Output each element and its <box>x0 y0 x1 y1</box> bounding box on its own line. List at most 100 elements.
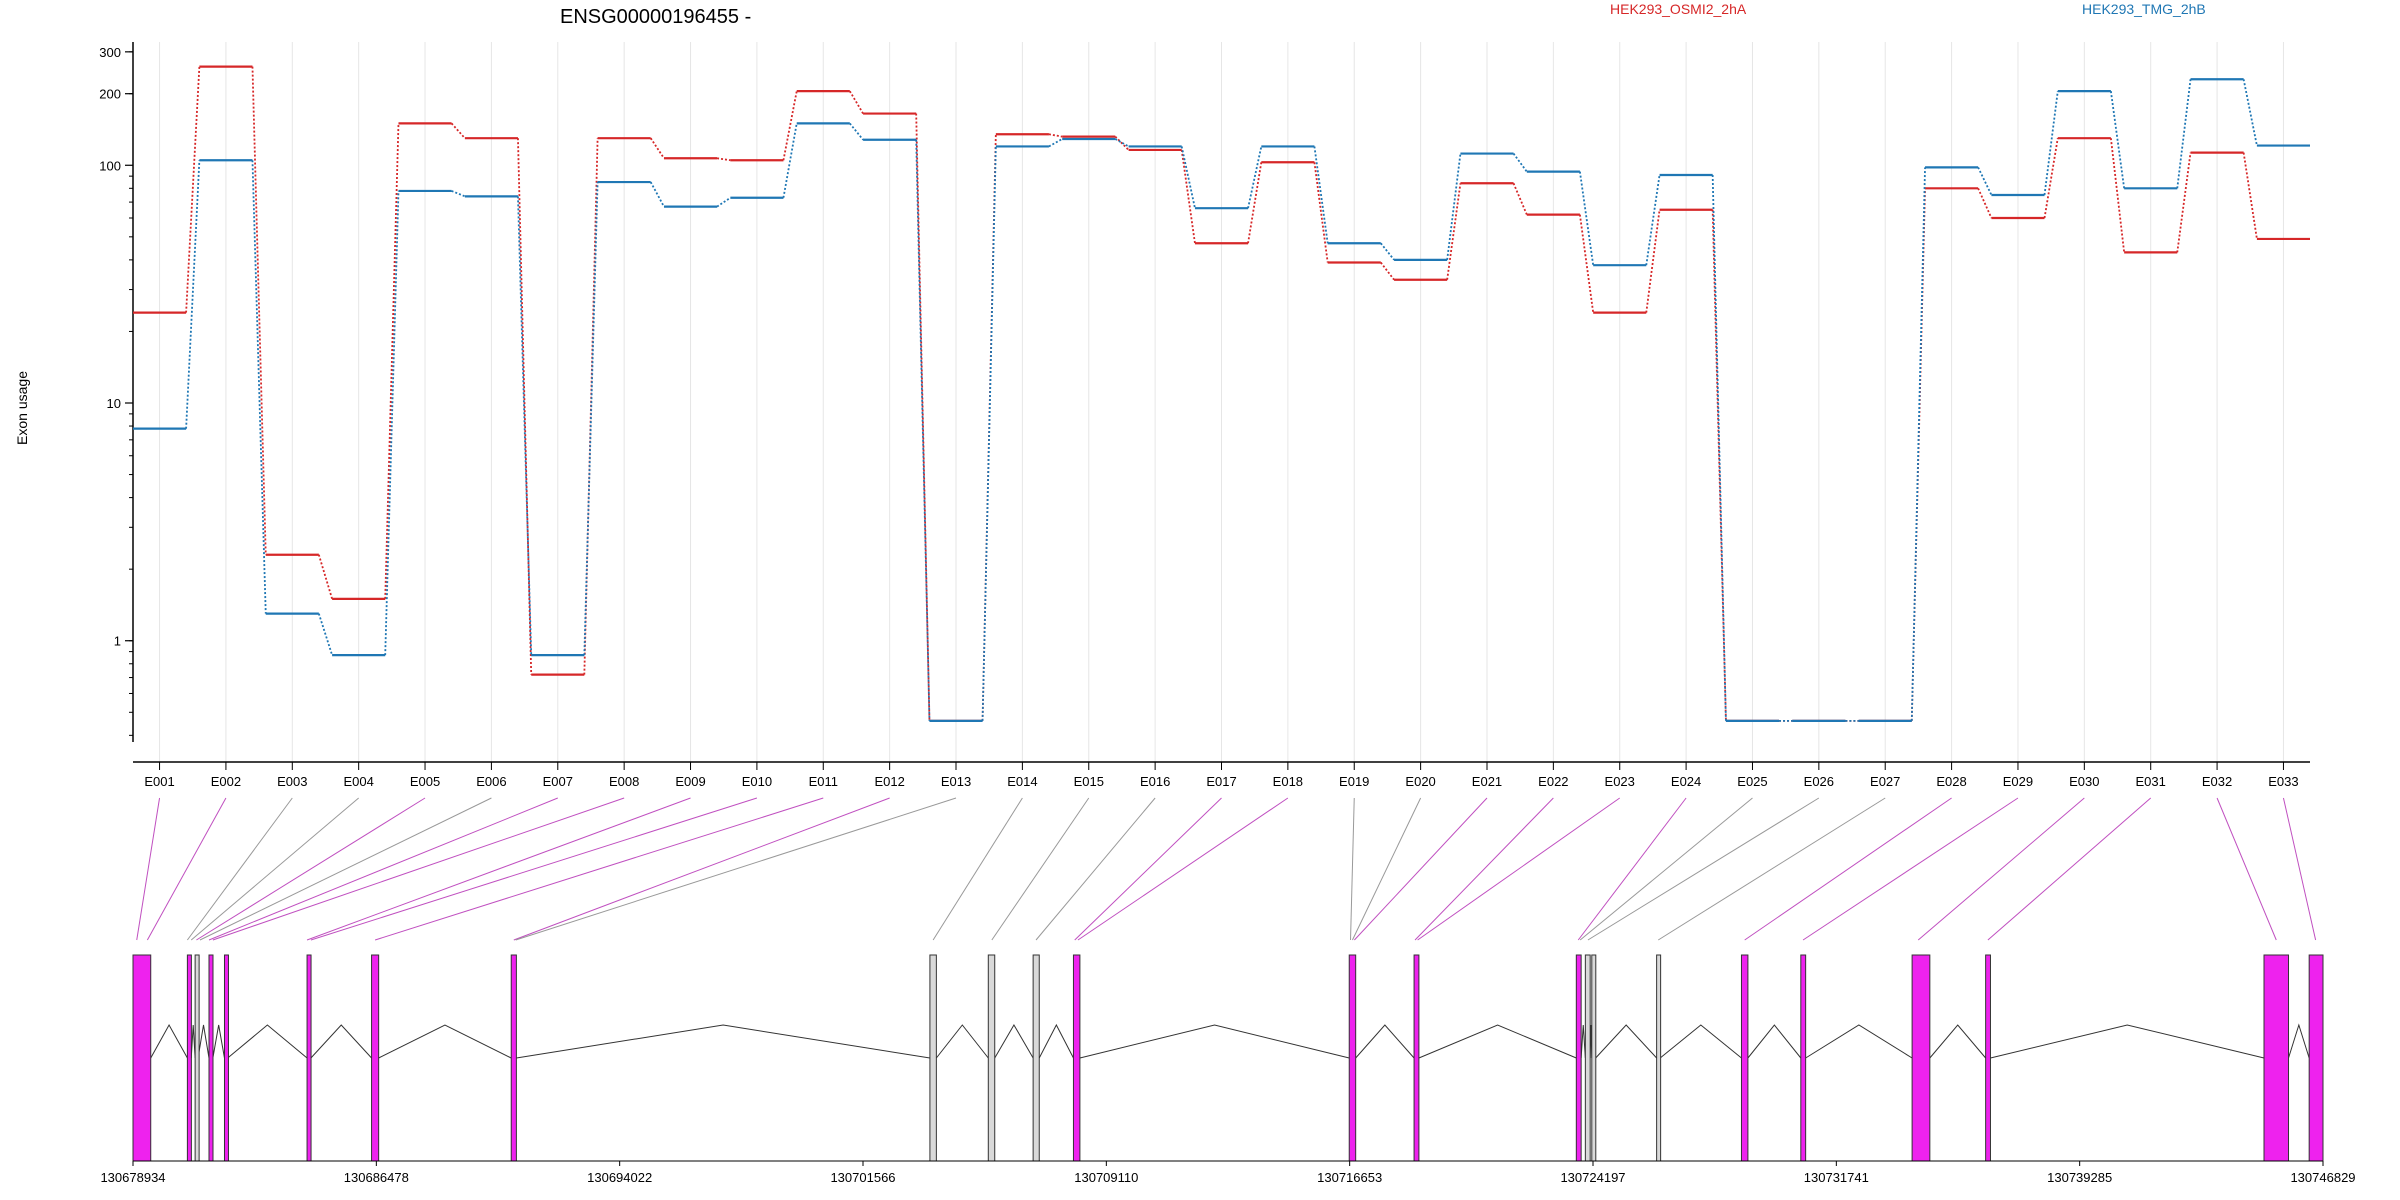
intron <box>378 1024 512 1059</box>
series-layer <box>133 65 2310 723</box>
y-tick-label: 300 <box>99 45 121 60</box>
series-transition <box>915 139 931 721</box>
x-tick-label-e031: E031 <box>2136 774 2166 789</box>
series-transition <box>1446 153 1462 260</box>
intron <box>1659 1024 1742 1059</box>
series-transition <box>1313 146 1329 244</box>
connector-e002 <box>146 797 227 941</box>
intron <box>1747 1024 1802 1059</box>
series-transition <box>1645 174 1661 266</box>
x-tick-label-e020: E020 <box>1405 774 1435 789</box>
exon-box-highlighted <box>223 954 229 1162</box>
intron <box>150 1023 188 1059</box>
coord-label: 130746829 <box>2290 1170 2355 1185</box>
intron <box>1079 1024 1350 1059</box>
exon-box-highlighted <box>371 954 380 1162</box>
intron <box>2288 1023 2310 1059</box>
x-tick-label-e028: E028 <box>1936 774 1966 789</box>
connector-e026 <box>1587 797 1820 941</box>
connector-e011 <box>374 797 824 941</box>
series-transition <box>317 613 333 656</box>
series-transition <box>583 182 599 656</box>
connector-e005 <box>196 797 426 941</box>
x-tick-label-e005: E005 <box>410 774 440 789</box>
axes: 1 10 100 200 300 E001 E002 E003 E004 E005 E006 E007… <box>99 42 2310 789</box>
intron <box>212 1024 225 1059</box>
coord-label: 130701566 <box>830 1170 895 1185</box>
exon-box-highlighted <box>1911 954 1931 1162</box>
series-transition <box>2043 138 2059 219</box>
series-transition <box>649 137 665 159</box>
connector-e013 <box>515 797 957 941</box>
connector-e020 <box>1352 797 1422 941</box>
legend-entry-osmi2: HEK293_OSMI2_2hA <box>1610 1 1747 17</box>
series-transition <box>716 157 731 162</box>
intron <box>197 1024 210 1059</box>
connector-e006 <box>199 797 492 941</box>
series-transition <box>384 190 400 656</box>
exon-box-highlighted <box>1575 954 1582 1162</box>
series-transition <box>384 123 400 599</box>
series-transition <box>1645 209 1661 313</box>
series-transition <box>716 197 731 208</box>
connector-e017 <box>1074 797 1222 941</box>
series-transition <box>517 196 533 656</box>
series-transition <box>251 160 267 614</box>
series-transition <box>185 160 201 429</box>
coord-label: 130724197 <box>1560 1170 1625 1185</box>
x-tick-label-e011: E011 <box>809 774 838 789</box>
series-transition <box>981 146 997 721</box>
series-transition <box>185 66 201 313</box>
y-tick-label: 10 <box>107 396 121 411</box>
x-tick-label-e019: E019 <box>1339 774 1369 789</box>
chart-title: ENSG00000196455 - <box>560 6 751 28</box>
series-transition <box>2109 91 2126 189</box>
series-transition <box>1114 135 1130 151</box>
intron <box>1580 1024 1586 1059</box>
exon-box <box>1032 954 1040 1162</box>
coord-label: 130739285 <box>2047 1170 2112 1185</box>
intron <box>935 1024 989 1059</box>
intron <box>1038 1023 1074 1059</box>
connector-e023 <box>1417 797 1621 941</box>
x-tick-label-e030: E030 <box>2069 774 2099 789</box>
exon-box-highlighted <box>1413 954 1420 1162</box>
x-tick-label-e023: E023 <box>1605 774 1635 789</box>
connector-e019 <box>1350 797 1355 941</box>
connector-e003 <box>186 797 293 941</box>
series-transition <box>1048 133 1063 138</box>
series-transition <box>1380 242 1395 261</box>
series-transition <box>251 66 267 555</box>
exon-box <box>1656 954 1662 1162</box>
x-tick-label-e026: E026 <box>1804 774 1834 789</box>
connector-e031 <box>1987 797 2152 941</box>
series-transition <box>2242 152 2258 240</box>
legend-entry-tmg: HEK293_TMG_2hB <box>2082 1 2206 17</box>
intron <box>1990 1024 2265 1059</box>
y-axis-label: Exon usage <box>14 371 30 445</box>
x-tick-label-e009: E009 <box>675 774 705 789</box>
connector-e012 <box>513 797 890 941</box>
series-hek293_tmg_2hb <box>133 78 2310 723</box>
exon-box <box>194 954 200 1162</box>
connector-e007 <box>208 797 558 941</box>
series-transition <box>1579 171 1595 266</box>
x-tick-label-e002: E002 <box>211 774 241 789</box>
x-tick-label-e025: E025 <box>1737 774 1767 789</box>
exon-box-highlighted <box>132 954 152 1162</box>
connector-e025 <box>1579 797 1753 941</box>
series-transition <box>782 123 798 198</box>
series-transition <box>2242 79 2258 146</box>
connector-e008 <box>212 797 625 941</box>
x-tick-label-e029: E029 <box>2003 774 2033 789</box>
series-transition <box>317 554 333 600</box>
exon-box <box>1584 954 1591 1162</box>
intron <box>1929 1024 1987 1059</box>
series-transition <box>1114 138 1130 148</box>
coord-label: 130709110 <box>1074 1170 1138 1185</box>
x-tick-label-e001: E001 <box>144 774 174 789</box>
series-transition <box>1910 167 1926 721</box>
intron <box>1805 1024 1913 1059</box>
intron <box>190 1024 196 1059</box>
